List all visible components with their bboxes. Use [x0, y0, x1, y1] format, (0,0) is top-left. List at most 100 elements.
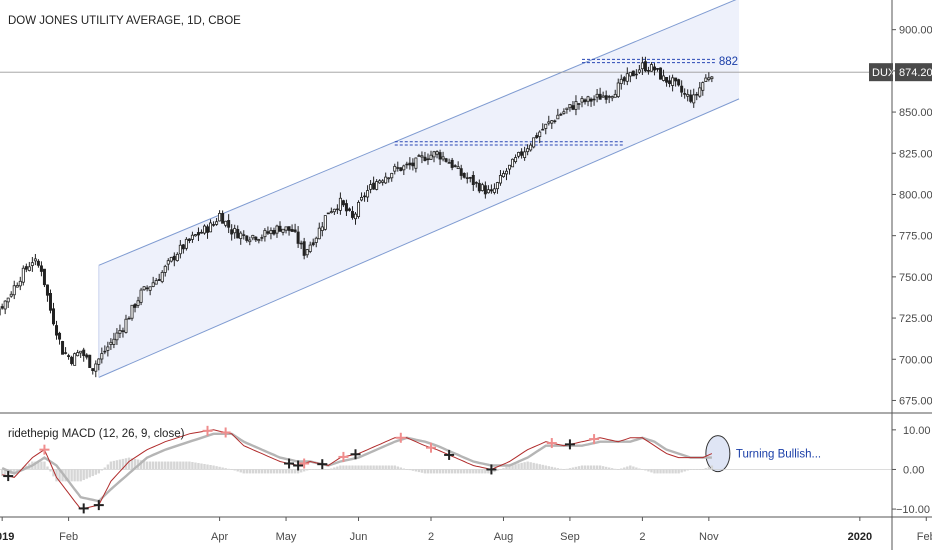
marker-horizontal	[444, 453, 455, 456]
macd-hist-bar	[257, 469, 261, 474]
candle	[520, 148, 524, 159]
candle-body	[532, 137, 536, 148]
candle	[48, 289, 52, 314]
macd-hist-bar	[405, 469, 409, 470]
macd-hist-bar	[269, 469, 273, 474]
macd-hist-bar	[91, 469, 94, 477]
candle	[329, 207, 333, 214]
candle	[369, 180, 373, 194]
candle-body	[480, 184, 484, 191]
candle	[426, 153, 430, 165]
candle-body	[414, 157, 418, 169]
candle	[251, 234, 255, 241]
macd-hist-bar	[106, 464, 110, 470]
macd-hist-bar	[363, 465, 366, 470]
candle-body	[577, 103, 581, 105]
candle-body	[514, 157, 518, 163]
candle-body	[88, 354, 92, 368]
candle	[357, 200, 361, 219]
candle-body	[686, 94, 690, 97]
macd-hist-bar	[227, 468, 230, 470]
candle	[577, 102, 581, 110]
price-tick-label: 800.00	[899, 189, 932, 201]
macd-hist-bar	[142, 460, 146, 470]
macd-hist-bar	[130, 458, 134, 470]
candle	[18, 276, 22, 291]
candle-body	[459, 168, 463, 176]
macd-hist-bar	[414, 469, 418, 472]
candle-body	[166, 260, 170, 265]
macd-hist-bar	[680, 469, 683, 473]
candle-body	[175, 253, 179, 262]
candle-body	[646, 69, 650, 72]
candle	[435, 150, 439, 159]
candle-body	[381, 180, 385, 183]
macd-hist-bar	[450, 469, 454, 474]
candle	[206, 224, 210, 239]
price-axis[interactable]: 675.00 700.00 725.00 750.00 775.00 800.00 825.…	[892, 25, 932, 408]
macd-hist-bar	[387, 465, 390, 470]
candle-body	[683, 93, 687, 95]
candle-body	[625, 73, 629, 82]
candle	[559, 112, 563, 117]
macd-hist-bar	[559, 468, 563, 470]
candle	[64, 347, 68, 355]
macd-sell-marker	[299, 458, 310, 469]
candle-body	[698, 87, 702, 97]
macd-hist-bar	[390, 465, 393, 470]
marker-horizontal	[338, 455, 349, 458]
candle	[224, 220, 228, 228]
candle-body	[94, 363, 98, 372]
candle	[637, 64, 641, 74]
candle-body	[326, 212, 330, 215]
macd-hist-bar	[263, 469, 267, 474]
macd-hist-bar	[499, 469, 502, 470]
macd-hist-bar	[254, 469, 258, 474]
candle	[332, 208, 336, 215]
symbol-label: DUX	[872, 67, 896, 79]
resistance-levels[interactable]	[394, 58, 715, 146]
candle	[121, 327, 125, 338]
candle-body	[387, 177, 391, 180]
macd-hist-bar	[689, 469, 692, 470]
macd-hist-bar	[103, 467, 107, 470]
candle-body	[595, 93, 599, 98]
macd-hist-bar	[315, 469, 318, 470]
candle-body	[704, 77, 708, 82]
candle-body	[604, 95, 608, 100]
candle	[643, 56, 647, 73]
candle	[508, 164, 512, 175]
candle-body	[221, 213, 225, 224]
candle-body	[45, 284, 49, 296]
candle-body	[668, 80, 672, 84]
macd-buy-marker	[293, 460, 304, 471]
time-axis[interactable]: 2019FebAprMayJun2AugSep2Nov2020Feb3	[0, 517, 932, 543]
candle	[344, 199, 348, 216]
candle	[652, 63, 656, 76]
candle-body	[671, 77, 675, 86]
macd-hist-bar	[487, 469, 490, 474]
macd-hist-bar	[574, 466, 578, 470]
macd-hist-bar	[520, 462, 523, 470]
candle	[459, 164, 463, 180]
macd-sell-marker	[202, 425, 213, 436]
candle-body	[15, 285, 19, 288]
price-channel[interactable]	[98, 0, 740, 378]
marker-horizontal	[395, 436, 406, 439]
macd-buy-marker	[486, 464, 497, 475]
macd-hist-bar	[321, 469, 324, 470]
turning-bullish-annotation: Turning Bullish...	[736, 449, 821, 461]
macd-hist-bar	[354, 465, 357, 470]
candle-body	[547, 121, 551, 124]
candle-body	[347, 208, 351, 211]
candle-body	[82, 349, 86, 357]
macd-hist-bar	[662, 469, 665, 474]
candle-body	[296, 231, 300, 244]
candle	[115, 328, 119, 345]
macd-axis[interactable]: 10.00 0.00 −10.00	[892, 425, 931, 516]
macd-hist-bar	[644, 469, 647, 471]
candle-body	[426, 158, 430, 161]
candle	[408, 157, 412, 170]
candle	[248, 236, 252, 246]
